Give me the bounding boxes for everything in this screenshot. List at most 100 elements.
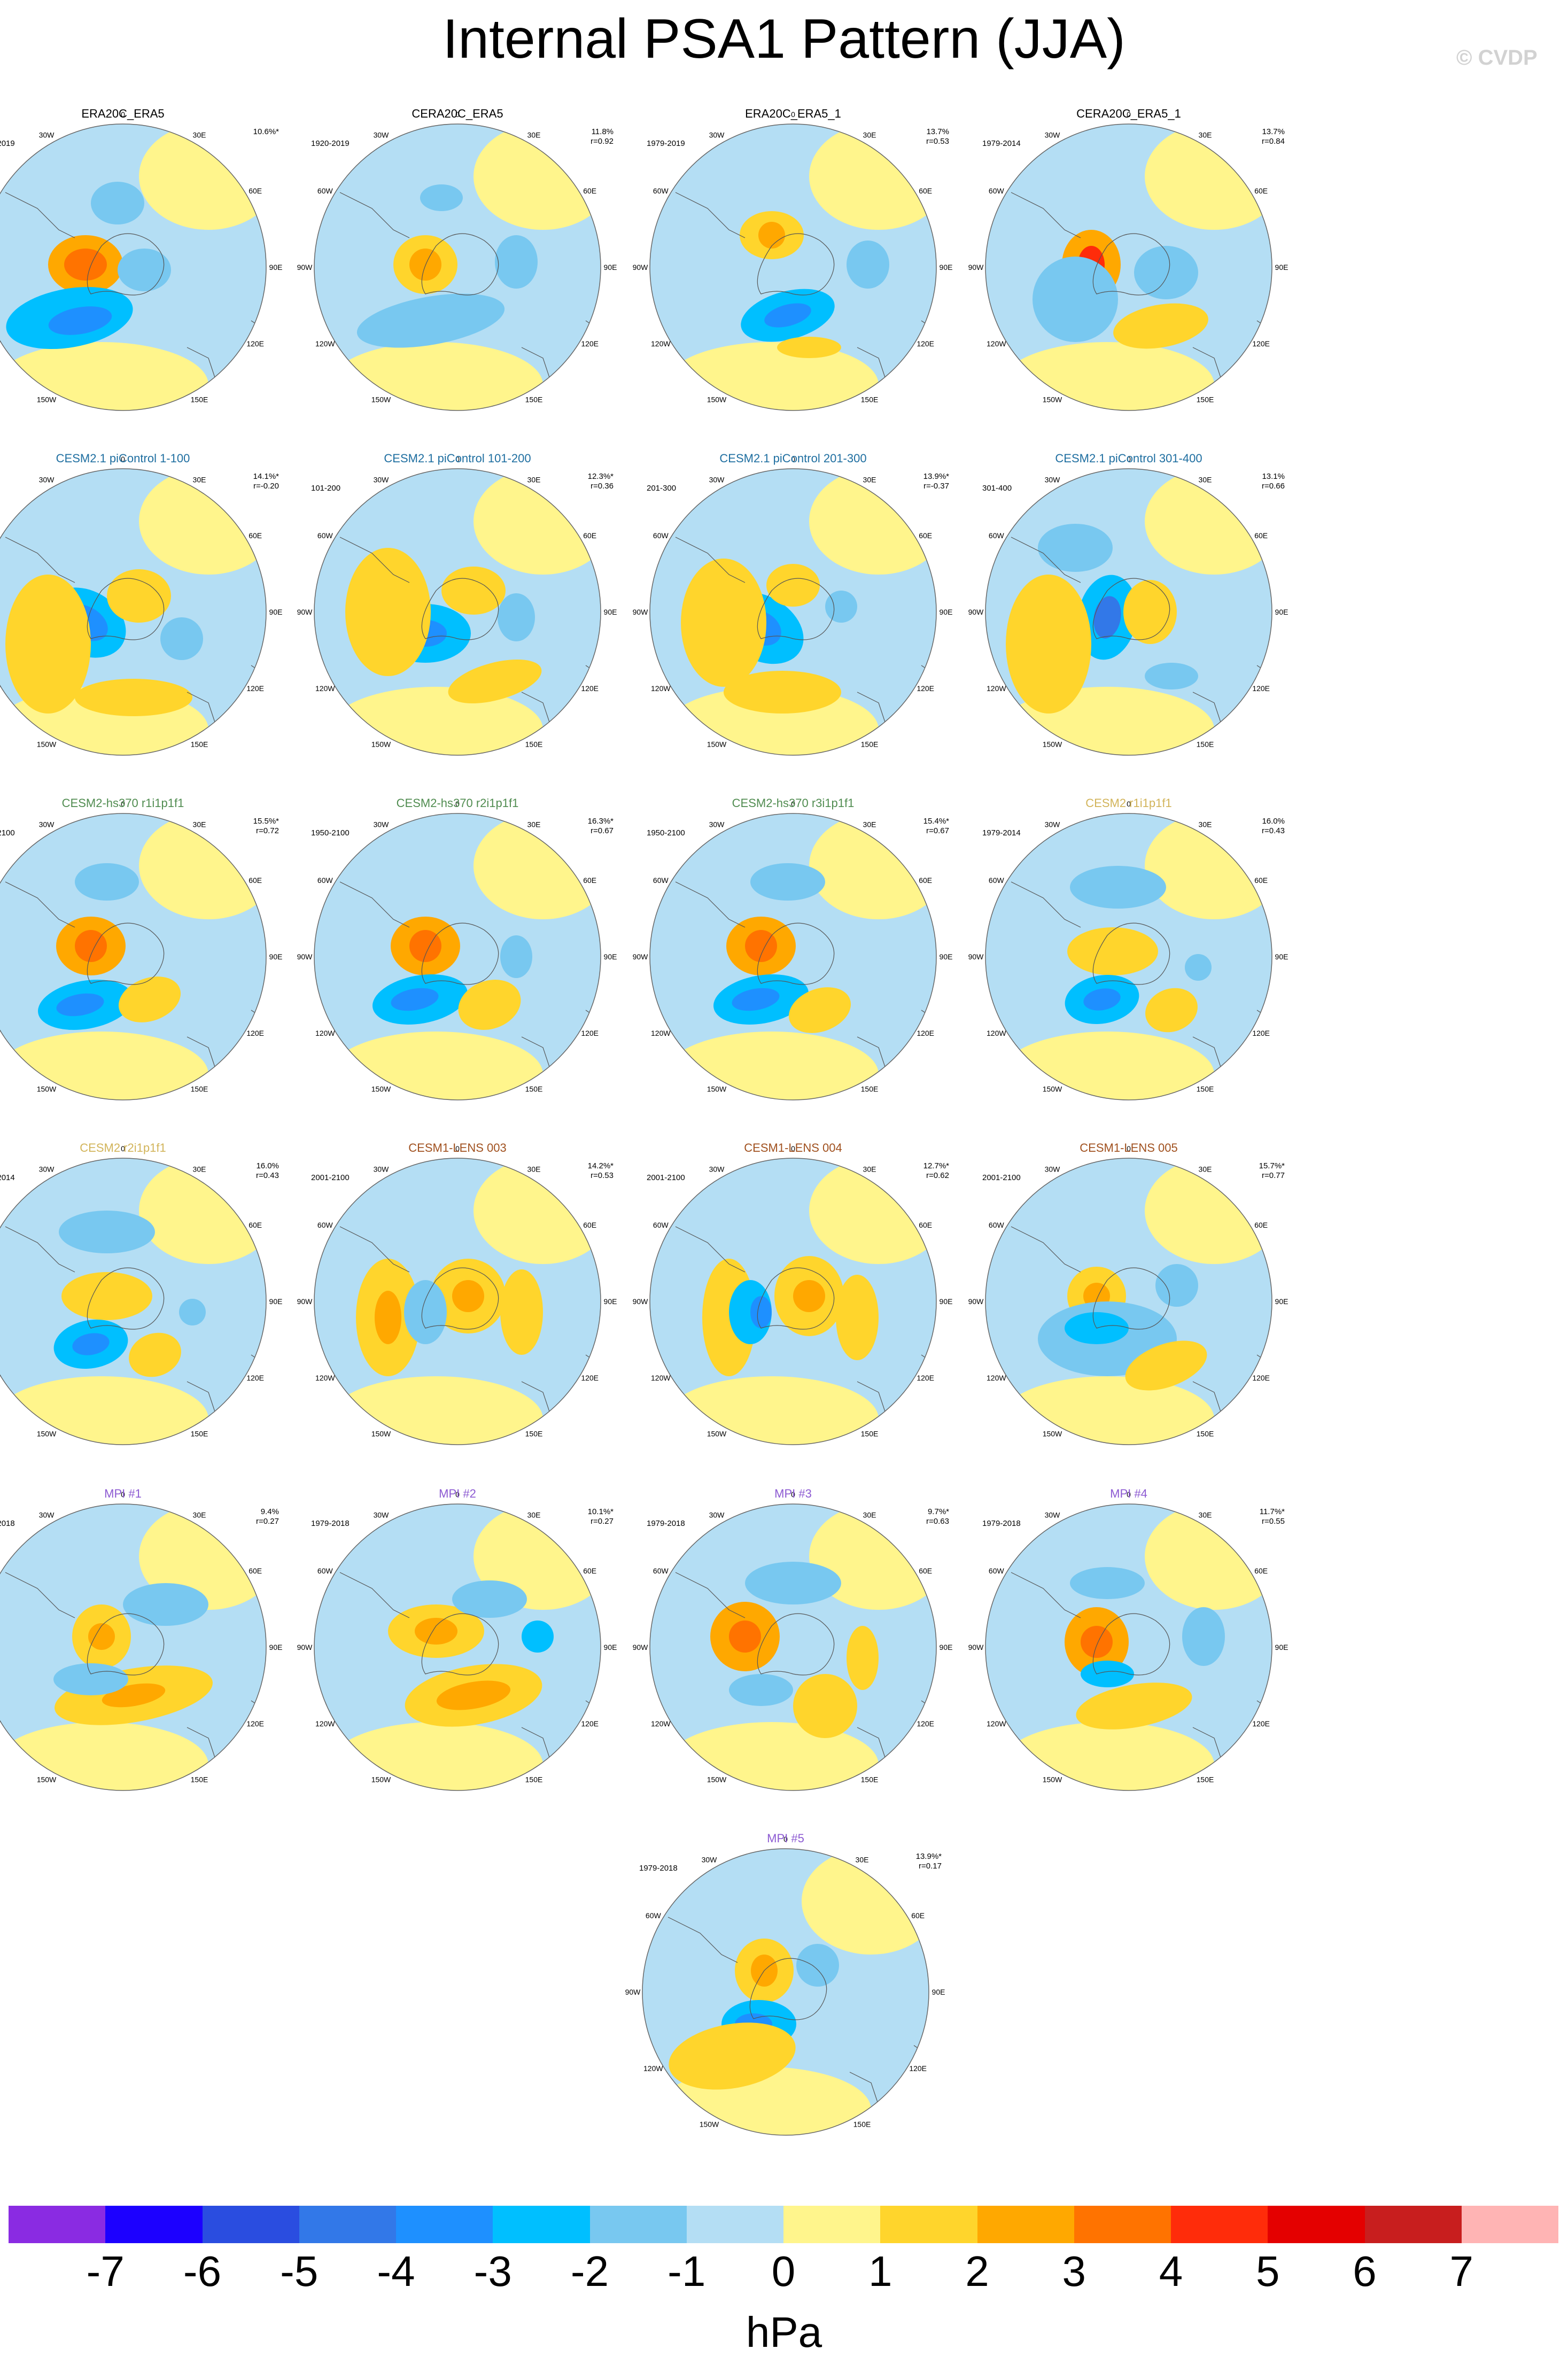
south-america-coastline [5,881,75,928]
panel-stats: 11.8% r=0.92 [576,127,614,146]
map-panel: 030E60E90E120E150E180150W120W90W60W30WCE… [0,796,289,1106]
anomaly-contour [88,1623,115,1650]
panel-period: 1950-2100 [311,828,350,838]
panel-period: 1979-2018 [311,1519,350,1528]
anomaly-contour [745,1562,841,1604]
longitude-label: 90W [968,1643,984,1652]
longitude-label: 60W [646,1911,662,1920]
colorbar-box [1074,2206,1171,2243]
longitude-label: 120E [917,1029,934,1037]
longitude-label: 90E [940,608,953,616]
longitude-label: 30E [863,130,876,139]
longitude-label: 150E [861,396,879,404]
longitude-label: 120E [909,2064,927,2073]
panel-correlation: r=0.63 [926,1517,949,1526]
anomaly-contour [375,1291,401,1344]
map-panel: 030E60E90E120E150E180150W120W90W60W30WCE… [963,796,1294,1106]
antarctica-coastline [757,1613,835,1676]
antarctica-coastline [87,922,165,985]
longitude-label: 150E [191,1775,208,1784]
panel-stats: 10.1%* r=0.27 [576,1507,614,1526]
longitude-label: 90W [633,608,649,616]
longitude-label: 120W [987,1374,1006,1382]
longitude-label: 150E [861,740,879,749]
longitude-label: 60W [653,1567,669,1575]
longitude-label: 120W [651,339,671,348]
longitude-label: 90E [940,952,953,961]
panel-period: 1979-2018 [647,1519,685,1528]
anomaly-contour [758,222,785,249]
map-panel: 0 30E 60E 90E 120E 150E 180 150W 120W 90W 60W 30W MP… [963,1487,1294,1797]
anomaly-contour [118,249,171,291]
longitude-label: 150E [1197,1775,1214,1784]
longitude-label: 150E [191,396,208,404]
longitude-label: 150W [371,396,391,404]
panel-period: 1920-2019 [311,139,350,148]
antarctica-coastline [87,233,165,296]
longitude-label: 30E [856,1855,869,1864]
map-panel: 030E60E90E120E150E180150W120W90W60W30WCE… [627,796,959,1106]
longitude-label: 120E [246,684,264,693]
longitude-label: 120E [246,1719,264,1728]
longitude-label: 0 [455,1490,460,1499]
antarctica-coastline [421,1267,499,1330]
longitude-label: 30E [193,820,206,828]
longitude-label: 30W [374,1165,390,1173]
panel-stats: 12.7%* r=0.62 [912,1161,949,1181]
longitude-label: 150W [1043,1085,1062,1094]
longitude-label: 0 [783,1835,788,1843]
panel-period: 2001-2100 [647,1173,685,1182]
polar-map: 030E60E90E120E150E180150W120W90W60W30W [0,110,282,417]
panel-variance: 11.8% [591,127,614,136]
anomaly-contour [441,567,506,615]
anomaly-contour [495,235,538,289]
anomaly-contour [72,1333,110,1355]
panel-period: 201-300 [647,484,677,493]
anomaly-contour [64,249,107,281]
panel-title: ERA20C_ERA5 [81,107,165,120]
colorbar-tick-label: -5 [280,2247,319,2295]
panel-stats: 15.7%* r=0.77 [1247,1161,1285,1181]
anomaly-contour [1081,1626,1113,1658]
longitude-label: 150W [371,740,391,749]
panel-period: 1979-2018 [0,1519,15,1528]
longitude-label: 150W [371,1085,391,1094]
longitude-label: 30W [702,1855,718,1864]
longitude-label: 180 [1122,761,1135,762]
south-america-coastline [675,192,746,238]
colorbar-box [202,2206,299,2243]
colorbar-box [880,2206,977,2243]
panel-title: CESM2 r1i1p1f1 [1085,796,1172,810]
polar-map: 030E60E90E120E150E180150W120W90W60W30W [633,800,953,1106]
panel-variance: 15.5%* [253,817,279,826]
polar-map: 030E60E90E120E150E180150W120W90W60W30W [968,455,1288,762]
longitude-label: 90E [604,1643,617,1652]
colorbar-tick-label: 6 [1353,2247,1377,2295]
longitude-label: 120W [987,339,1006,348]
longitude-label: 60W [317,187,333,195]
panel-title: CESM2-hs370 r2i1p1f1 [396,796,519,810]
south-america-coastline [339,537,410,583]
longitude-label: 120E [246,1029,264,1037]
longitude-label: 180 [1122,1450,1135,1451]
longitude-label: 150W [700,2120,719,2129]
panel-correlation: r=0.72 [256,826,279,835]
anomaly-contour [498,593,535,641]
longitude-label: 0 [791,1490,795,1499]
polar-map: 030E60E90E120E150E180150W120W90W60W30W [0,800,282,1106]
longitude-label: 120W [315,684,335,693]
antarctica-coastline [757,1267,835,1330]
south-america-coastline [675,1226,746,1273]
longitude-label: 180 [787,1105,799,1106]
longitude-label: 150E [525,740,543,749]
anomaly-contour [420,184,463,211]
longitude-label: 150E [525,1430,543,1438]
panel-stats: 13.9%* r=0.17 [904,1852,942,1871]
anomaly-contour [404,1280,447,1344]
panel-stats: 10.6%* [242,127,279,137]
panel-correlation: r=0.66 [1262,482,1285,491]
longitude-label: 0 [1127,110,1131,119]
longitude-label: 90W [297,263,313,272]
longitude-label: 180 [787,761,799,762]
longitude-label: 150W [707,1430,727,1438]
